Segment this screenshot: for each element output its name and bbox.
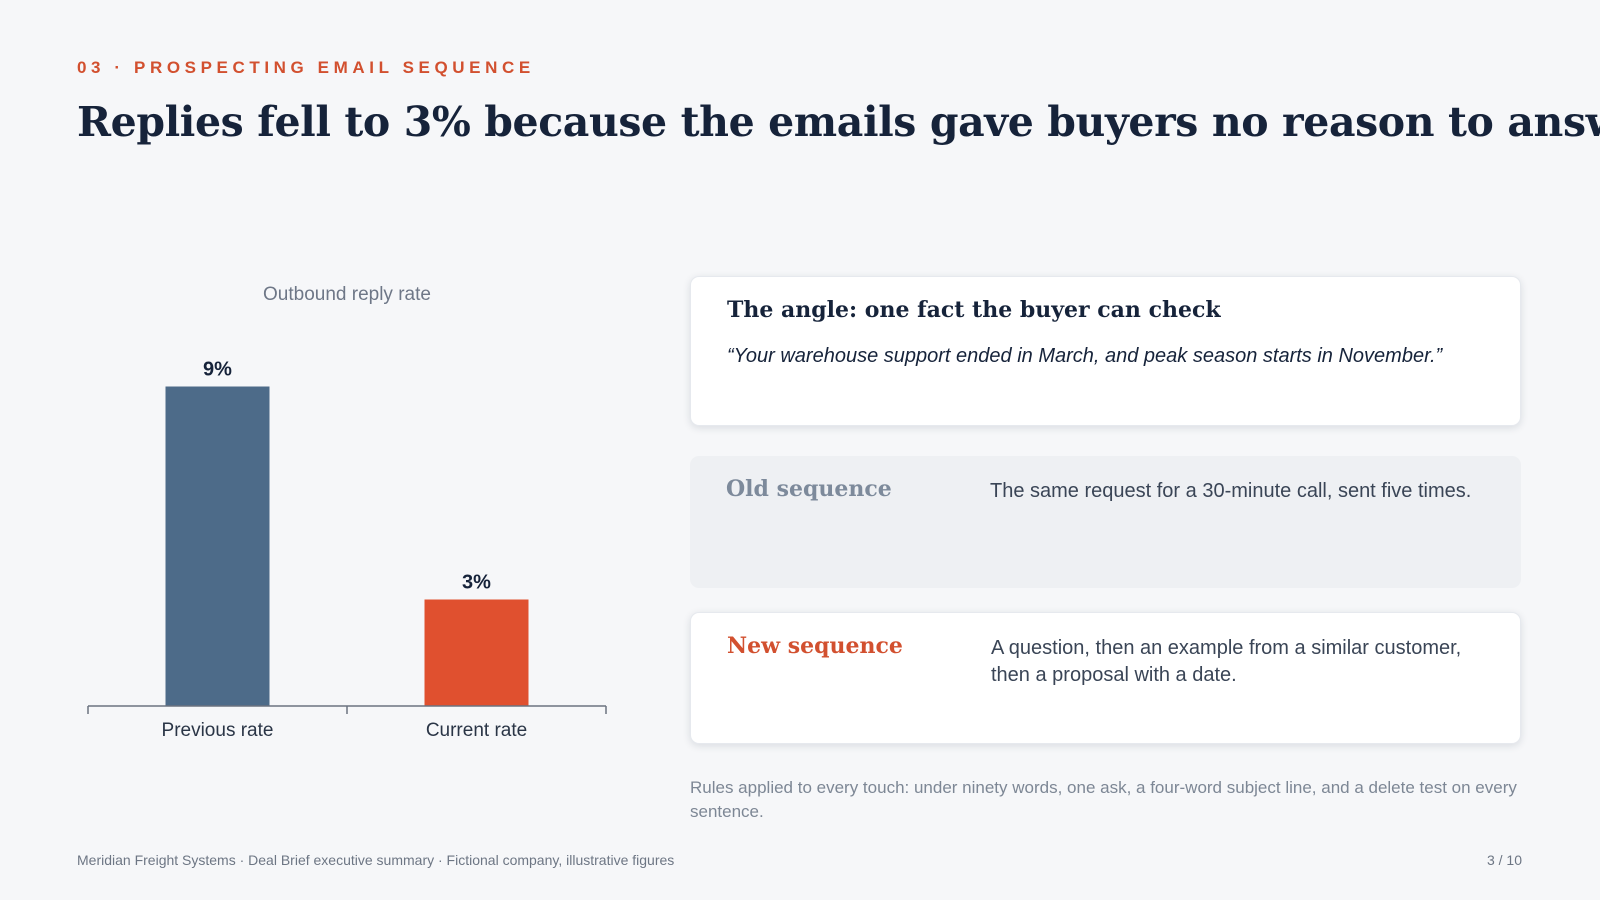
new-sequence-label: New sequence <box>727 633 903 659</box>
reply-rate-chart: Outbound reply rate 9% Previous rate 3% Cur… <box>60 270 640 770</box>
x-tick-label: Previous rate <box>162 720 274 741</box>
bar-current-rate <box>424 599 529 706</box>
old-sequence-card: Old sequence The same request for a 30-m… <box>690 456 1521 588</box>
new-sequence-text: A question, then an example from a simil… <box>991 637 1462 686</box>
x-tick-label: Current rate <box>426 720 527 741</box>
angle-card-title: The angle: one fact the buyer can check <box>727 297 1221 323</box>
bars-layer: 9% Previous rate 3% Current rate <box>162 359 529 741</box>
page-title: Replies fell to 3% because the emails ga… <box>77 98 1600 146</box>
page-number: 3 / 10 <box>1486 852 1522 868</box>
footer-source: Meridian Freight Systems · Deal Brief ex… <box>77 852 675 868</box>
rules-note: Rules applied to every touch: under nine… <box>690 778 1517 821</box>
bar-value-label: 3% <box>462 572 491 594</box>
angle-card-quote: “Your warehouse support ended in March, … <box>727 345 1443 367</box>
bar-value-label: 9% <box>203 359 232 381</box>
old-sequence-label: Old sequence <box>726 476 892 502</box>
chart-title: Outbound reply rate <box>263 284 431 305</box>
angle-card: The angle: one fact the buyer can check … <box>690 276 1521 426</box>
section-eyebrow: 03 · PROSPECTING EMAIL SEQUENCE <box>77 58 535 77</box>
new-sequence-card: New sequence A question, then an example… <box>690 612 1521 744</box>
bar-previous-rate <box>165 386 270 706</box>
reply-rate-chart-svg: Outbound reply rate 9% Previous rate 3% Cur… <box>87 284 607 741</box>
old-sequence-text: The same request for a 30-minute call, s… <box>990 480 1472 502</box>
